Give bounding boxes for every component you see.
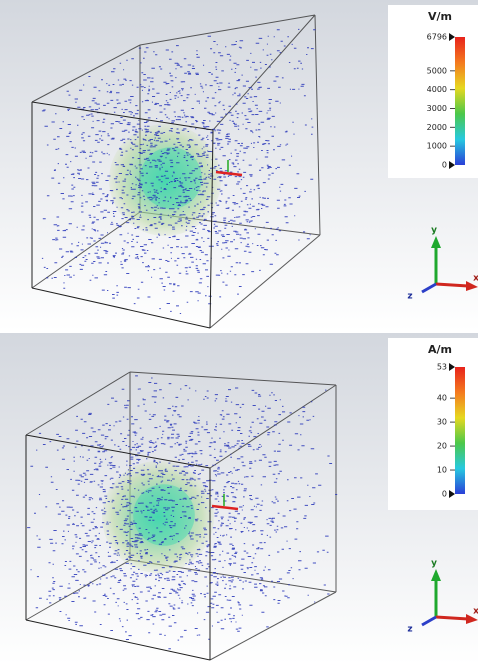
field-panel: V/m 6796 5000 4000 3000 2000 1000 0 y x z bbox=[0, 0, 478, 331]
screenshot: V/m 6796 5000 4000 3000 2000 1000 0 y x z A/m 53 40 30… bbox=[0, 0, 478, 664]
axis-z-label: z bbox=[407, 292, 412, 302]
scale-label: 1000 bbox=[427, 142, 447, 151]
color-bar bbox=[455, 367, 465, 494]
legend-unit: V/m bbox=[428, 10, 452, 23]
scale-label: 4000 bbox=[427, 85, 447, 94]
color-bar bbox=[455, 37, 465, 165]
axis-x bbox=[436, 284, 468, 286]
scale-label: 53 bbox=[437, 363, 447, 372]
scale-label: 2000 bbox=[427, 123, 447, 132]
scale-label: 10 bbox=[437, 466, 447, 475]
scale-label: 20 bbox=[437, 442, 447, 451]
scale-label: 3000 bbox=[427, 104, 447, 113]
axis-x-label: x bbox=[473, 607, 478, 617]
scale-label: 30 bbox=[437, 418, 447, 427]
axis-y-label: y bbox=[431, 226, 437, 236]
scale-label: 40 bbox=[437, 394, 447, 403]
scale-label: 5000 bbox=[427, 66, 447, 75]
axis-x bbox=[436, 617, 468, 619]
scale-label: 0 bbox=[442, 161, 447, 170]
scale-label: 0 bbox=[442, 490, 447, 499]
page: V/m 6796 5000 4000 3000 2000 1000 0 y x z A/m 53 40 30… bbox=[0, 0, 478, 664]
legend-unit: A/m bbox=[428, 343, 452, 356]
scale-label: 6796 bbox=[427, 33, 447, 42]
axis-z-label: z bbox=[407, 625, 412, 635]
field-panel: A/m 53 40 30 20 10 0 y x z bbox=[0, 333, 478, 664]
axis-y-label: y bbox=[431, 559, 437, 569]
axis-x-label: x bbox=[473, 274, 478, 284]
